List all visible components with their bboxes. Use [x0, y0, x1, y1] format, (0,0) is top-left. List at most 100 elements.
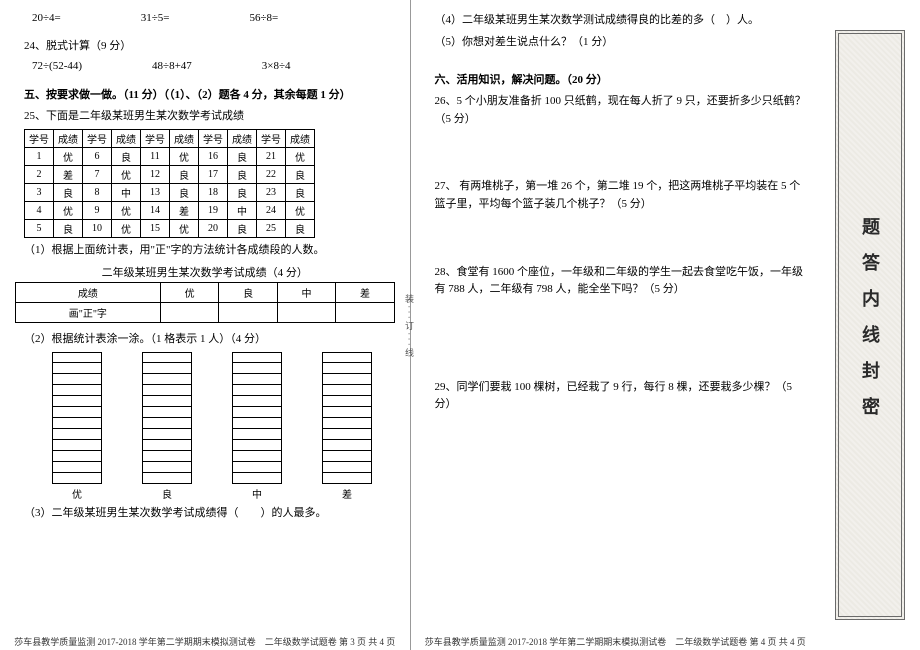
td-cell: 良	[286, 166, 315, 184]
tally-blank	[160, 302, 218, 322]
page-3: 20÷4= 31÷5= 56÷8= 24、脱式计算（9 分） 72÷(52-44…	[0, 0, 411, 650]
th-cell: 成绩	[170, 130, 199, 148]
chart-cell	[52, 407, 102, 418]
calc-1: 20÷4=	[32, 12, 61, 24]
chart-cell	[232, 462, 282, 473]
td-cell: 22	[257, 166, 286, 184]
tally-col: 良	[219, 282, 277, 302]
chart-cell	[142, 462, 192, 473]
q24-c: 3×8÷4	[262, 60, 291, 72]
chart-cell	[52, 352, 102, 363]
q28: 28、食堂有 1600 个座位，一年级和二年级的学生一起去食堂吃午饭，一年级有 …	[435, 264, 809, 299]
calc-2: 31÷5=	[141, 12, 170, 24]
td-cell: 16	[199, 148, 228, 166]
th-cell: 成绩	[112, 130, 141, 148]
td-cell: 21	[257, 148, 286, 166]
q25-5: （5）你想对差生说点什么？（1 分）	[435, 34, 809, 52]
td-cell: 优	[286, 202, 315, 220]
chart-cell	[52, 374, 102, 385]
chart-column: 良	[142, 352, 192, 501]
chart-cell	[142, 440, 192, 451]
q26: 26、5 个小朋友准备折 100 只纸鹤，现在每人折了 9 只，还要折多少只纸鹤…	[435, 93, 809, 128]
td-cell: 良	[228, 166, 257, 184]
chart-cell	[52, 451, 102, 462]
chart-cell	[52, 473, 102, 484]
td-cell: 2	[25, 166, 54, 184]
chart-cell	[322, 385, 372, 396]
chart-cell	[232, 440, 282, 451]
chart-cell	[322, 407, 372, 418]
chart-cell	[142, 396, 192, 407]
chart-cell	[232, 473, 282, 484]
tally-blank	[277, 302, 335, 322]
th-cell: 成绩	[286, 130, 315, 148]
seal-stamp: 题答内线封密	[835, 30, 905, 620]
td-cell: 良	[286, 184, 315, 202]
footer-right: 莎车县教学质量监测 2017-2018 学年第二学期期末模拟测试卷 二年级数学试…	[411, 635, 821, 648]
tally-col: 成绩	[15, 282, 160, 302]
td-cell: 6	[83, 148, 112, 166]
chart-cell	[142, 352, 192, 363]
th-cell: 学号	[257, 130, 286, 148]
q25-title: 25、下面是二年级某班男生某次数学考试成绩	[24, 108, 398, 126]
td-cell: 25	[257, 220, 286, 238]
calc-row: 20÷4= 31÷5= 56÷8=	[32, 12, 398, 24]
section-6: 六、活用知识，解决问题。（20 分）	[435, 71, 809, 87]
tally-col: 优	[160, 282, 218, 302]
td-cell: 优	[112, 202, 141, 220]
chart-column: 中	[232, 352, 282, 501]
td-cell: 9	[83, 202, 112, 220]
td-cell: 优	[286, 148, 315, 166]
td-cell: 19	[199, 202, 228, 220]
td-cell: 优	[112, 220, 141, 238]
td-cell: 良	[54, 220, 83, 238]
td-cell: 11	[141, 148, 170, 166]
chart-cell	[322, 473, 372, 484]
chart-cell	[322, 352, 372, 363]
tally-col: 中	[277, 282, 335, 302]
chart-cell	[322, 396, 372, 407]
td-cell: 良	[228, 184, 257, 202]
chart-column: 差	[322, 352, 372, 501]
chart-cell	[232, 396, 282, 407]
score-table: 学号成绩学号成绩学号成绩学号成绩学号成绩 1优6良11优16良21优2差7优12…	[24, 129, 315, 238]
tally-blank	[336, 302, 395, 322]
q24-items: 72÷(52-44) 48÷8+47 3×8÷4	[32, 60, 398, 72]
td-cell: 20	[199, 220, 228, 238]
tally-table: 成绩优良中差 画"正"字	[15, 282, 395, 323]
td-cell: 15	[141, 220, 170, 238]
td-cell: 1	[25, 148, 54, 166]
chart-cell	[52, 385, 102, 396]
chart-cell	[232, 418, 282, 429]
q25-1: （1）根据上面统计表，用"正"字的方法统计各成绩段的人数。	[24, 242, 398, 260]
th-cell: 成绩	[54, 130, 83, 148]
chart-cell	[322, 451, 372, 462]
chart-cell	[322, 418, 372, 429]
chart-cell	[232, 429, 282, 440]
chart-cell	[232, 451, 282, 462]
chart-cell	[232, 385, 282, 396]
q25-2: （2）根据统计表涂一涂。（1 格表示 1 人）（4 分）	[24, 331, 398, 349]
chart-label: 良	[162, 486, 172, 501]
chart-cell	[142, 407, 192, 418]
footer-left: 莎车县教学质量监测 2017-2018 学年第二学期期末模拟测试卷 二年级数学试…	[0, 635, 410, 648]
th-cell: 学号	[83, 130, 112, 148]
chart-cell	[142, 363, 192, 374]
td-cell: 优	[170, 220, 199, 238]
chart-cell	[52, 418, 102, 429]
td-cell: 7	[83, 166, 112, 184]
chart-cell	[142, 385, 192, 396]
chart-cell	[322, 363, 372, 374]
q29: 29、同学们要栽 100 棵树，已经栽了 9 行，每行 8 棵，还要栽多少棵？（…	[435, 379, 809, 414]
tally-col: 差	[336, 282, 395, 302]
q24-a: 72÷(52-44)	[32, 60, 82, 72]
chart-cell	[142, 374, 192, 385]
chart-cell	[52, 440, 102, 451]
chart-cell	[52, 429, 102, 440]
td-cell: 良	[228, 220, 257, 238]
td-cell: 17	[199, 166, 228, 184]
chart-cell	[52, 396, 102, 407]
td-cell: 良	[112, 148, 141, 166]
q24-title: 24、脱式计算（9 分）	[24, 38, 398, 56]
chart-cell	[232, 363, 282, 374]
